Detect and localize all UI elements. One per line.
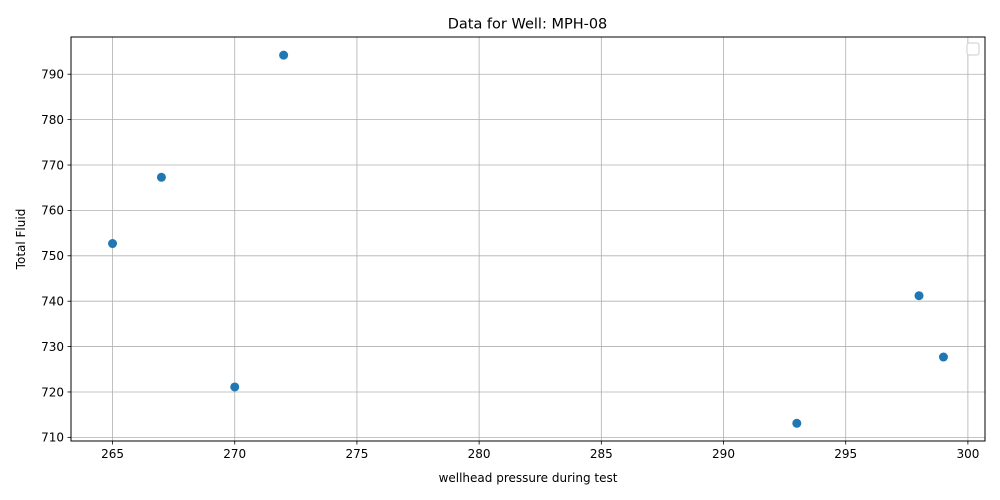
x-tick-label: 290 <box>712 447 735 461</box>
y-tick-label: 740 <box>41 294 64 308</box>
y-tick-label: 710 <box>41 431 64 445</box>
y-tick-label: 760 <box>41 204 64 218</box>
x-tick-label: 300 <box>956 447 979 461</box>
x-tick-label: 270 <box>223 447 246 461</box>
data-point <box>938 352 948 362</box>
y-axis-label: Total Fluid <box>14 209 28 271</box>
data-point <box>279 50 289 60</box>
chart-title: Data for Well: MPH-08 <box>448 17 608 33</box>
x-tick-label: 265 <box>101 447 124 461</box>
x-tick-label: 285 <box>590 447 613 461</box>
plot-frame <box>70 36 986 442</box>
x-axis-label: wellhead pressure during test <box>439 471 618 485</box>
y-tick-label: 780 <box>41 113 64 127</box>
axis-ticks: 265 270 275 280 285 290 295 300 710 720 730 740 750 7… <box>41 68 979 461</box>
data-point <box>108 239 118 249</box>
y-tick-label: 790 <box>41 68 64 82</box>
x-tick-label: 295 <box>834 447 857 461</box>
y-tick-label: 730 <box>41 340 64 354</box>
y-tick-label: 750 <box>41 249 64 263</box>
data-point <box>230 382 240 392</box>
grid-lines <box>71 37 985 441</box>
data-point <box>156 172 166 182</box>
x-tick-label: 280 <box>468 447 491 461</box>
x-tick-label: 275 <box>345 447 368 461</box>
data-point <box>792 418 802 428</box>
y-tick-label: 720 <box>41 385 64 399</box>
data-point <box>914 291 924 301</box>
data-points <box>108 50 948 428</box>
y-tick-label: 770 <box>41 158 64 172</box>
legend-box <box>966 42 980 56</box>
